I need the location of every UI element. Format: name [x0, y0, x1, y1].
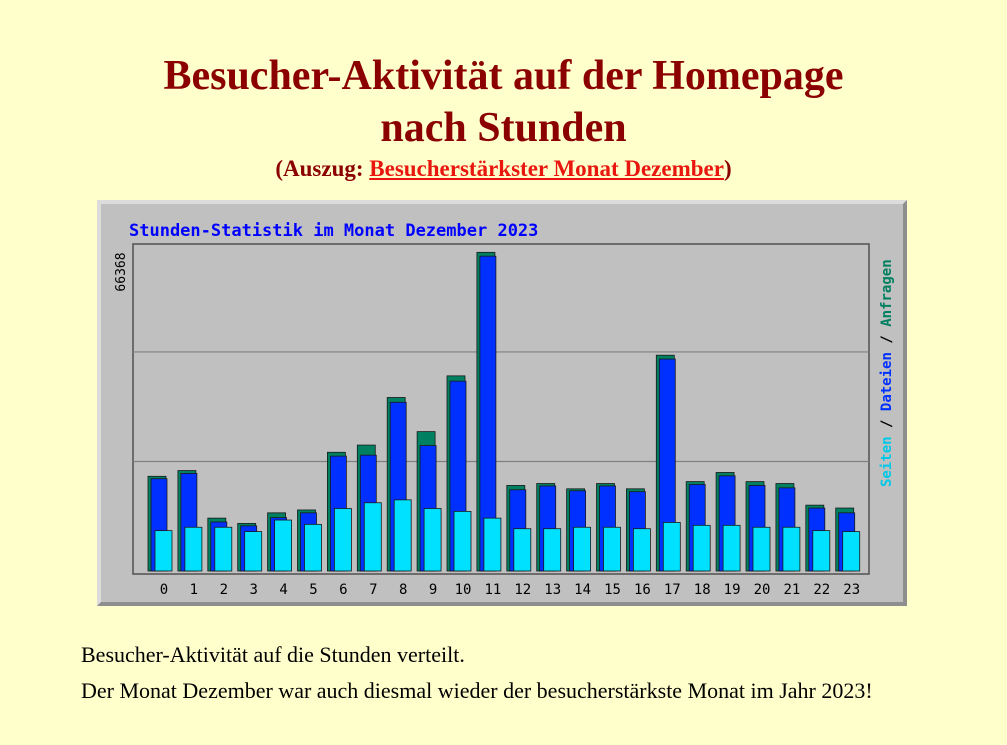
bar-seiten-1 — [184, 526, 203, 572]
plot-border — [132, 243, 870, 575]
x-tick-label: 23 — [843, 582, 860, 598]
hourly-chart: Stunden-Statistik im Monat Dezember 2023… — [114, 221, 895, 598]
x-tick-label: 12 — [514, 582, 531, 598]
legend-separator: / — [879, 335, 895, 343]
bar-seiten-3 — [244, 531, 263, 572]
svg-text:Seiten / Datei: Seiten / Dateien / Anfragen — [879, 259, 895, 487]
bar-seiten-0 — [154, 530, 173, 572]
bar-seiten-13 — [543, 528, 562, 572]
subtitle-suffix: ) — [723, 156, 732, 181]
bar-seiten-9 — [423, 508, 442, 572]
x-tick-label: 14 — [574, 582, 591, 598]
page-title-line1: Besucher-Aktivität auf der Homepage — [163, 53, 844, 99]
bar-seiten-17 — [662, 522, 681, 572]
legend-seiten: Seiten — [879, 436, 895, 487]
chart-title: Stunden-Statistik im Monat Dezember 2023 — [129, 221, 538, 241]
x-tick-label: 13 — [544, 582, 561, 598]
chart-legend: Seiten / Dateien / Anfragen — [879, 259, 895, 487]
bar-seiten-23 — [842, 531, 861, 572]
x-tick-label: 3 — [249, 582, 257, 598]
x-tick-label: 7 — [369, 582, 377, 598]
bar-seiten-20 — [752, 526, 771, 572]
bar-seiten-4 — [274, 519, 293, 572]
x-tick-label: 21 — [783, 582, 800, 598]
x-tick-label: 19 — [724, 582, 741, 598]
x-tick-label: 2 — [220, 582, 228, 598]
x-tick-label: 1 — [190, 582, 198, 598]
x-tick-label: 5 — [309, 582, 317, 598]
bar-seiten-5 — [304, 523, 322, 572]
x-tick-label: 17 — [664, 582, 681, 598]
subtitle-prefix: (Auszug: — [275, 156, 370, 181]
y-max-label: 66368 — [114, 252, 129, 291]
page-title-line2: nach Stunden — [380, 105, 627, 151]
x-tick-label: 4 — [279, 582, 287, 598]
bars — [147, 251, 861, 572]
x-tick-label: 10 — [455, 582, 472, 598]
bar-seiten-8 — [393, 499, 412, 572]
bar-seiten-2 — [214, 526, 233, 572]
bar-seiten-21 — [782, 526, 801, 572]
legend-dateien: Dateien — [879, 352, 895, 411]
bar-seiten-10 — [453, 510, 472, 572]
x-tick-labels: 0 1 2 3 4 5 6 7 8 9 10 11 12 13 14 15 16 17 18 19 20 21 22 23 — [160, 582, 860, 598]
bar-seiten-19 — [722, 524, 741, 572]
x-tick-label: 16 — [634, 582, 651, 598]
legend-separator: / — [879, 420, 895, 428]
x-tick-label: 0 — [160, 582, 168, 598]
x-tick-label: 6 — [339, 582, 347, 598]
bar-seiten-16 — [633, 528, 651, 572]
x-tick-label: 11 — [484, 582, 501, 598]
subtitle-link[interactable]: Besucherstärkster Monat Dezember — [369, 156, 724, 181]
page-subtitle: (Auszug: Besucherstärkster Monat Dezembe… — [0, 156, 1007, 182]
bar-seiten-6 — [333, 508, 352, 572]
bar-seiten-22 — [812, 530, 831, 572]
bar-seiten-14 — [573, 526, 592, 572]
x-tick-label: 20 — [754, 582, 771, 598]
bar-seiten-11 — [483, 517, 502, 572]
description-2: Der Monat Dezember war auch diesmal wied… — [81, 678, 873, 703]
description-1: Besucher-Aktivität auf die Stunden verte… — [81, 642, 465, 667]
bar-seiten-7 — [363, 502, 382, 572]
bar-seiten-15 — [603, 526, 621, 572]
x-tick-label: 8 — [399, 582, 407, 598]
x-tick-label: 9 — [429, 582, 437, 598]
legend-anfragen: Anfragen — [879, 259, 895, 326]
chart-frame: Stunden-Statistik im Monat Dezember 2023… — [97, 200, 907, 606]
grid-lines — [133, 351, 869, 463]
page-title: Besucher-Aktivität auf der Homepage nach… — [0, 50, 1007, 154]
x-tick-label: 18 — [694, 582, 711, 598]
bar-seiten-12 — [513, 528, 532, 572]
x-tick-label: 15 — [604, 582, 621, 598]
x-tick-label: 22 — [813, 582, 830, 598]
bar-seiten-18 — [692, 524, 711, 572]
